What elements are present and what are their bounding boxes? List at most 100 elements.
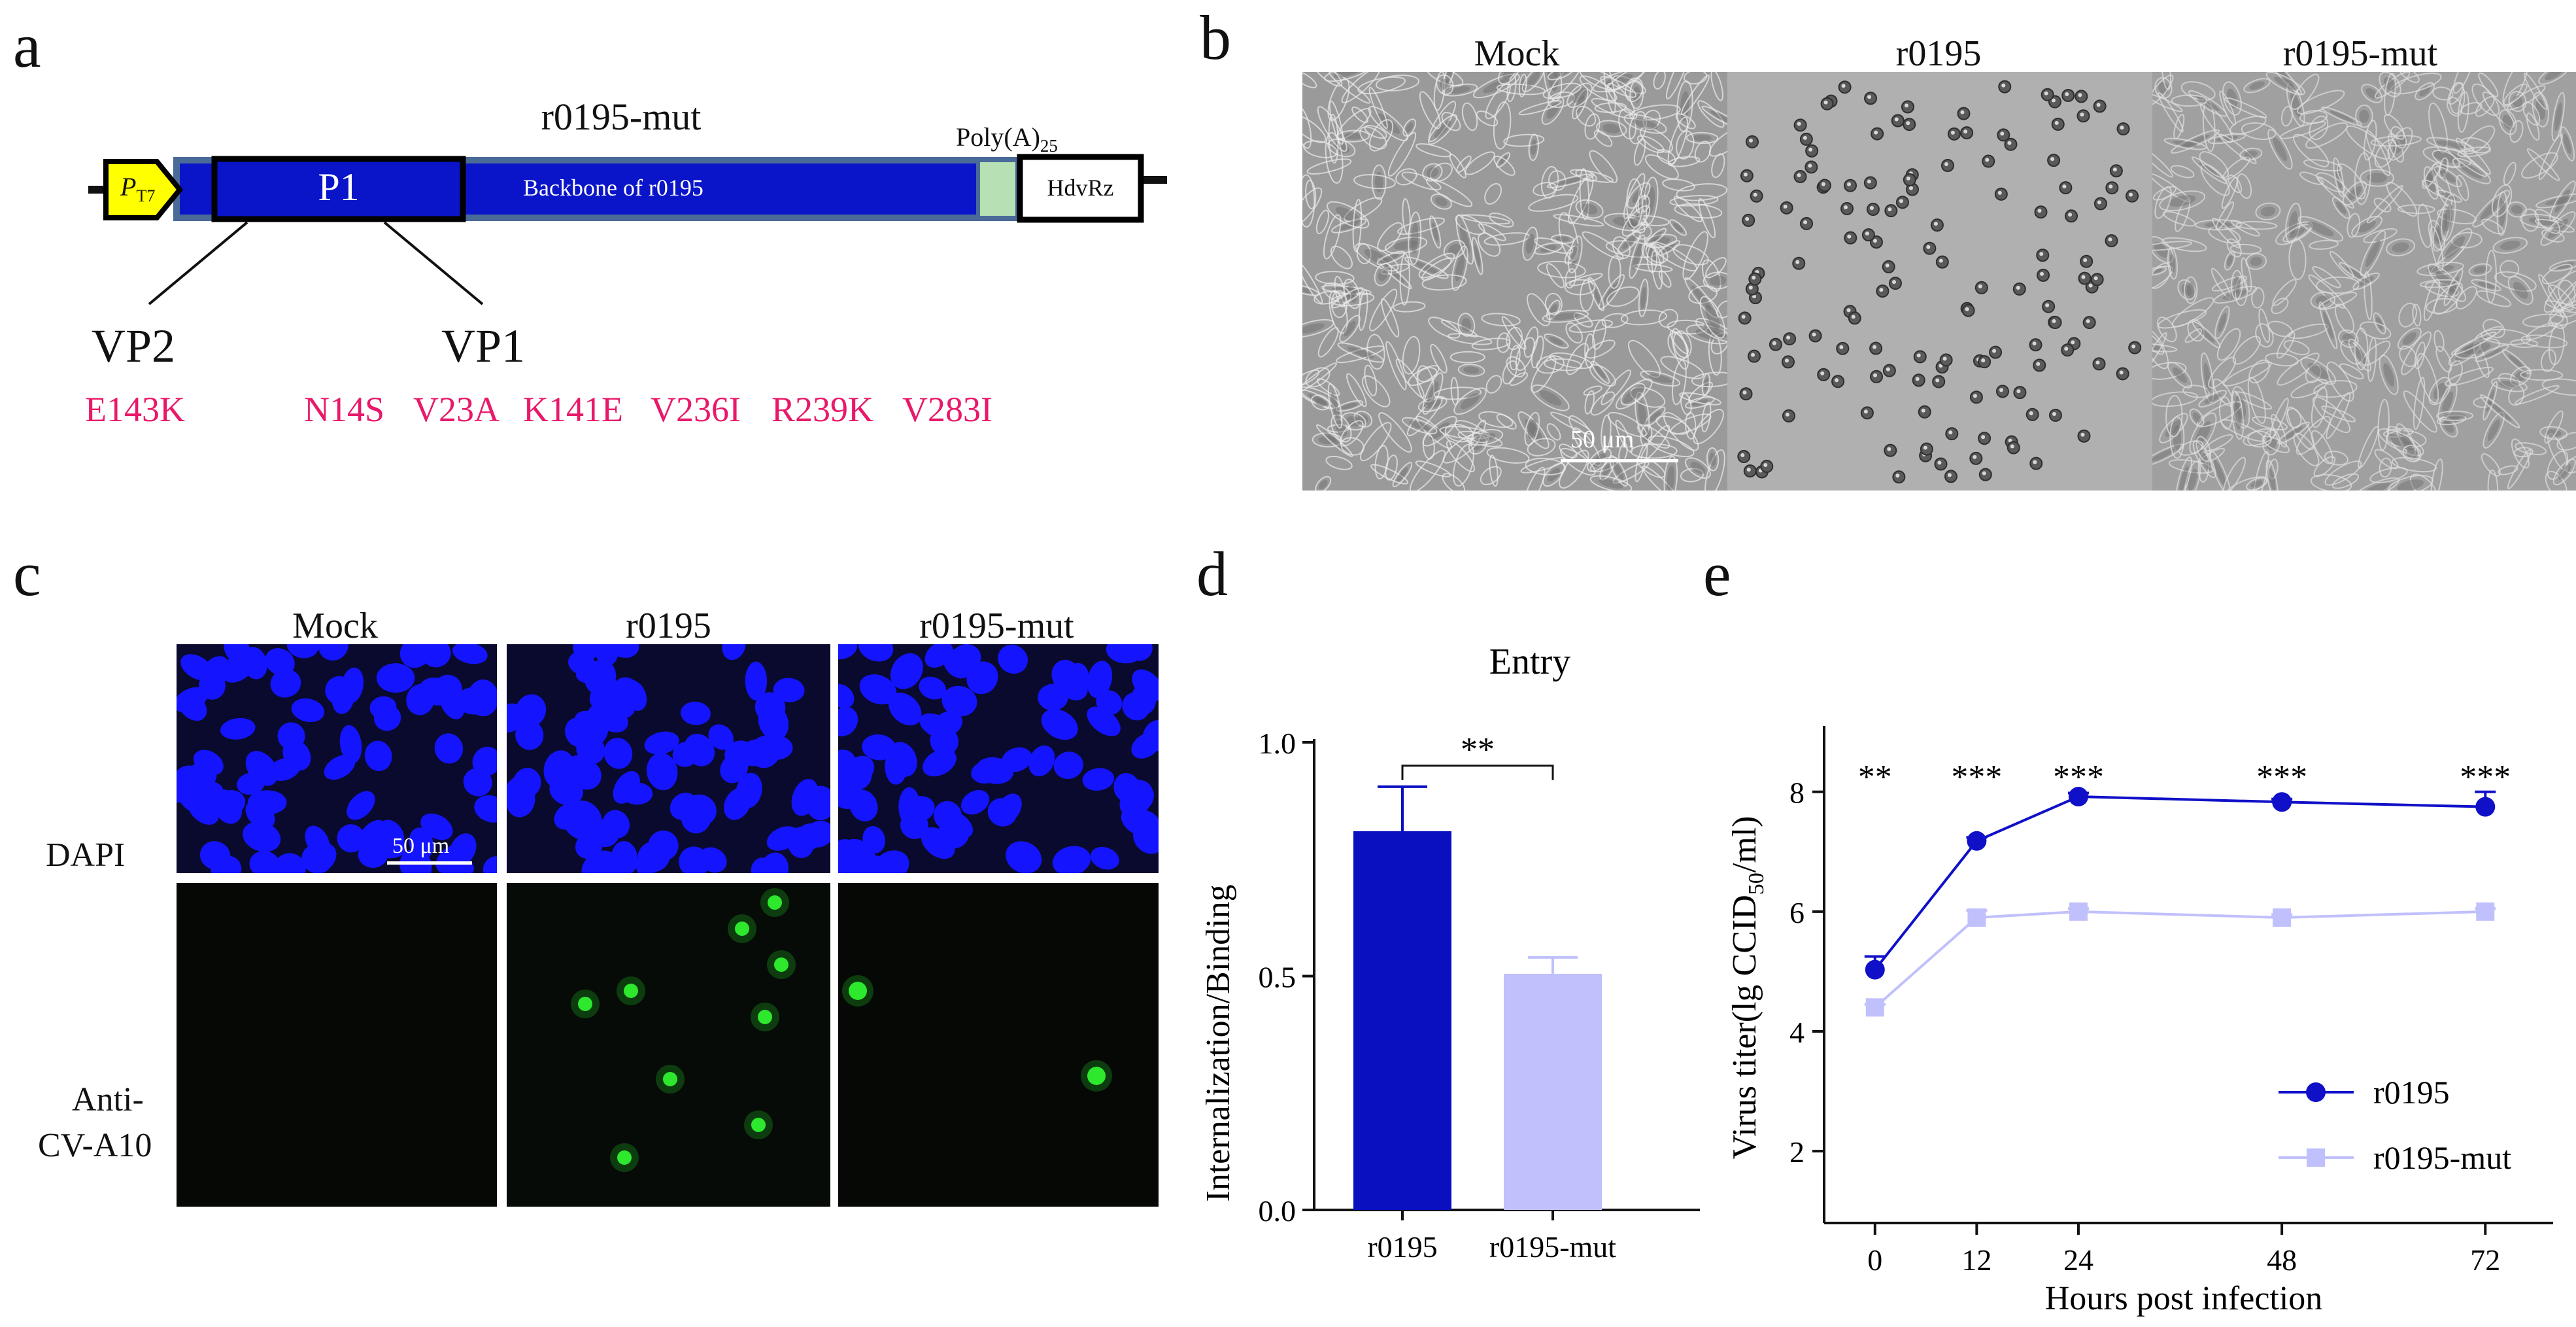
cell-shadow: [1571, 243, 1580, 266]
nucleus: [515, 719, 544, 750]
cell-highlight: [1785, 412, 1789, 417]
nucleus: [680, 802, 713, 826]
cell: [1686, 131, 1719, 145]
cell-shadow: [2400, 430, 2412, 449]
cell-highlight: [2081, 275, 2086, 279]
cell: [1518, 100, 1562, 116]
nucleus: [754, 692, 786, 723]
cell-highlight: [1916, 353, 1921, 358]
cell: [2355, 104, 2373, 128]
cell: [1585, 339, 1616, 359]
nucleus: [648, 830, 679, 861]
cell-highlight: [2001, 83, 2006, 88]
cell: [2460, 102, 2483, 115]
cell: [1568, 273, 1603, 286]
cell: [1453, 443, 1474, 487]
nucleus: [483, 855, 497, 873]
cell-shadow: [2480, 198, 2503, 220]
cell-shadow: [1474, 245, 1481, 267]
cell: [1583, 385, 1602, 396]
nucleus: [339, 725, 362, 764]
cell: [2184, 460, 2201, 491]
cell: [2360, 169, 2394, 187]
nucleus: [177, 687, 208, 713]
cell: [2241, 257, 2252, 292]
cell-shadow: [1602, 124, 1621, 133]
cell: [2169, 416, 2185, 459]
cell-shadow: [1435, 197, 1448, 207]
nucleus: [862, 734, 896, 761]
cell: [2507, 449, 2532, 490]
cell: [2173, 114, 2185, 140]
cell: [1374, 262, 1393, 286]
cell-shadow: [2284, 426, 2303, 439]
cell: [2509, 120, 2524, 143]
cell: [1568, 319, 1614, 334]
cell: [2352, 477, 2399, 491]
cell: [1370, 464, 1409, 485]
cell: [2313, 380, 2358, 398]
cell: [1506, 356, 1526, 377]
cell: [1572, 88, 1589, 120]
cell: [1657, 240, 1681, 256]
cell: [1711, 153, 1725, 179]
cell-shadow: [1638, 401, 1647, 427]
nucleus: [736, 772, 762, 809]
cell: [2398, 72, 2420, 83]
cell: [1633, 139, 1646, 166]
cell: [1617, 230, 1641, 254]
cell: [1680, 468, 1704, 483]
infected-cell: [768, 895, 782, 910]
data-point: [1967, 908, 1986, 927]
cell: [1325, 131, 1344, 184]
cell: [1629, 104, 1681, 121]
cell-shadow: [2460, 163, 2483, 179]
cell: [2324, 460, 2362, 486]
cell: [2549, 309, 2568, 329]
cell-highlight: [1746, 468, 1751, 472]
legend-marker: [2306, 1082, 2326, 1102]
cell: [1640, 370, 1681, 387]
cell-highlight: [1937, 460, 1942, 465]
cell: [2214, 305, 2230, 339]
cell: [1601, 370, 1632, 405]
nucleus: [971, 761, 1001, 784]
cell-highlight: [1904, 103, 1908, 108]
cell: [1426, 72, 1464, 87]
cell-highlight: [1981, 358, 1986, 363]
cell: [2339, 363, 2364, 379]
cell: [1461, 214, 1511, 225]
cell-shadow: [2362, 482, 2390, 491]
cell: [1444, 424, 1474, 443]
cell-highlight: [1935, 378, 1940, 383]
cell: [2541, 378, 2576, 396]
cell: [1489, 455, 1499, 487]
cell: [2269, 398, 2289, 439]
cell-highlight: [1867, 95, 1872, 99]
cell: [1584, 390, 1595, 415]
cell: [2310, 474, 2352, 491]
cell: [1691, 371, 1727, 388]
cell-highlight: [1947, 473, 1952, 477]
cell: [1646, 245, 1657, 273]
cell: [2534, 209, 2561, 234]
cell: [2514, 385, 2560, 405]
cell: [2552, 458, 2576, 486]
cell: [1558, 212, 1579, 262]
cell: [2236, 173, 2252, 199]
nucleus: [960, 790, 990, 815]
cell-shadow: [1680, 91, 1689, 122]
cell: [1662, 179, 1695, 192]
cell-highlight: [2052, 319, 2056, 324]
cell: [2246, 477, 2267, 491]
cell: [2177, 279, 2196, 300]
cell: [1361, 375, 1391, 407]
cell: [1673, 196, 1703, 222]
cell: [1606, 286, 1640, 307]
cell: [2449, 82, 2466, 114]
cell: [2490, 377, 2528, 392]
infected-cell: [617, 1150, 632, 1165]
cell: [1317, 327, 1339, 358]
cell: [2205, 434, 2233, 452]
cell-highlight: [1942, 356, 1947, 361]
